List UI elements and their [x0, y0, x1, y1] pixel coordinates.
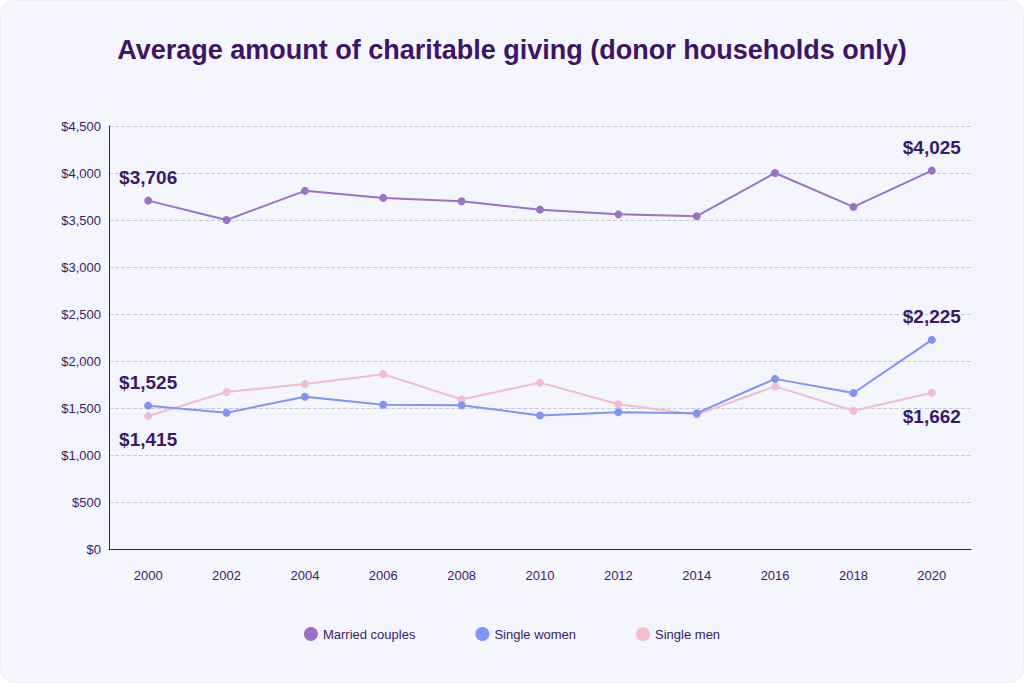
svg-text:$4,025: $4,025 [903, 137, 962, 158]
svg-text:2000: 2000 [134, 568, 163, 583]
svg-text:2008: 2008 [447, 568, 476, 583]
svg-text:2020: 2020 [917, 568, 946, 583]
svg-text:2004: 2004 [290, 568, 319, 583]
svg-text:$500: $500 [72, 495, 101, 510]
svg-text:Single men: Single men [655, 627, 720, 642]
svg-text:2016: 2016 [761, 568, 790, 583]
svg-text:$1,415: $1,415 [119, 429, 178, 450]
svg-text:2002: 2002 [212, 568, 241, 583]
svg-text:$1,500: $1,500 [61, 401, 101, 416]
svg-text:2010: 2010 [526, 568, 555, 583]
svg-text:$3,706: $3,706 [119, 167, 177, 188]
svg-text:2014: 2014 [682, 568, 711, 583]
svg-text:$1,662: $1,662 [903, 406, 961, 427]
svg-text:$1,525: $1,525 [119, 372, 178, 393]
svg-text:$4,500: $4,500 [61, 119, 101, 134]
svg-text:$3,500: $3,500 [61, 213, 101, 228]
svg-text:$2,500: $2,500 [61, 307, 101, 322]
svg-text:2012: 2012 [604, 568, 633, 583]
svg-text:Average amount of charitable g: Average amount of charitable giving (don… [117, 35, 907, 65]
svg-text:$2,000: $2,000 [61, 354, 101, 369]
svg-text:Married couples: Married couples [323, 627, 416, 642]
svg-text:2018: 2018 [839, 568, 868, 583]
svg-text:$0: $0 [87, 542, 101, 557]
svg-text:Single women: Single women [494, 627, 576, 642]
svg-text:2006: 2006 [369, 568, 398, 583]
svg-text:$1,000: $1,000 [61, 448, 101, 463]
svg-text:$4,000: $4,000 [61, 166, 101, 181]
svg-text:$3,000: $3,000 [61, 260, 101, 275]
svg-text:$2,225: $2,225 [903, 306, 962, 327]
